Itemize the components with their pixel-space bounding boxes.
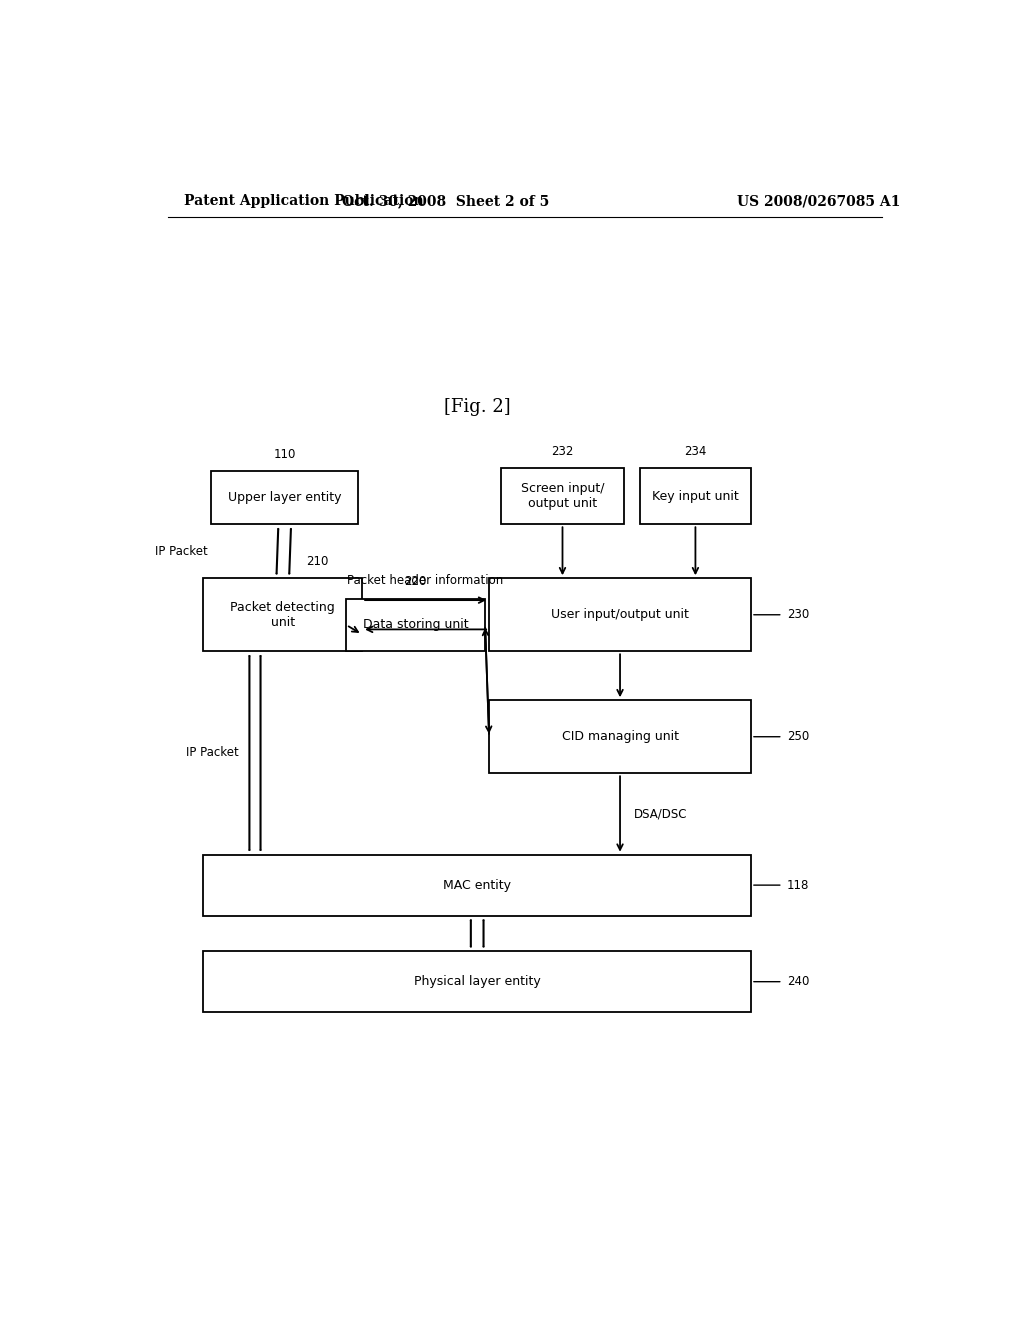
FancyBboxPatch shape xyxy=(204,854,751,916)
Text: DSA/DSC: DSA/DSC xyxy=(634,808,688,821)
Text: 118: 118 xyxy=(786,879,809,891)
Text: CID managing unit: CID managing unit xyxy=(561,730,679,743)
Text: Physical layer entity: Physical layer entity xyxy=(414,975,541,989)
FancyBboxPatch shape xyxy=(346,598,485,651)
FancyArrowPatch shape xyxy=(276,529,279,573)
FancyBboxPatch shape xyxy=(489,700,751,774)
Text: Screen input/
output unit: Screen input/ output unit xyxy=(521,482,604,511)
Text: 240: 240 xyxy=(786,975,809,989)
Text: Key input unit: Key input unit xyxy=(652,490,738,503)
FancyBboxPatch shape xyxy=(489,578,751,651)
FancyBboxPatch shape xyxy=(640,469,751,524)
Text: 250: 250 xyxy=(786,730,809,743)
Text: 230: 230 xyxy=(786,609,809,622)
Text: IP Packet: IP Packet xyxy=(186,747,240,759)
FancyBboxPatch shape xyxy=(501,469,624,524)
Text: US 2008/0267085 A1: US 2008/0267085 A1 xyxy=(736,194,900,209)
Text: [Fig. 2]: [Fig. 2] xyxy=(443,399,511,416)
Text: MAC entity: MAC entity xyxy=(443,879,511,891)
Text: Packet header information: Packet header information xyxy=(347,574,504,587)
Text: 220: 220 xyxy=(404,576,427,589)
Text: Data storing unit: Data storing unit xyxy=(362,619,469,631)
Text: User input/output unit: User input/output unit xyxy=(551,609,689,622)
Text: IP Packet: IP Packet xyxy=(155,545,207,558)
Text: 210: 210 xyxy=(306,554,329,568)
Text: 110: 110 xyxy=(273,449,296,461)
FancyBboxPatch shape xyxy=(211,471,358,524)
Text: Packet detecting
unit: Packet detecting unit xyxy=(230,601,335,628)
FancyArrowPatch shape xyxy=(289,529,291,573)
FancyBboxPatch shape xyxy=(204,578,362,651)
Text: 232: 232 xyxy=(551,445,573,458)
Text: 234: 234 xyxy=(684,445,707,458)
Text: Patent Application Publication: Patent Application Publication xyxy=(183,194,423,209)
Text: Oct. 30, 2008  Sheet 2 of 5: Oct. 30, 2008 Sheet 2 of 5 xyxy=(342,194,549,209)
Text: Upper layer entity: Upper layer entity xyxy=(228,491,341,504)
FancyBboxPatch shape xyxy=(204,952,751,1012)
